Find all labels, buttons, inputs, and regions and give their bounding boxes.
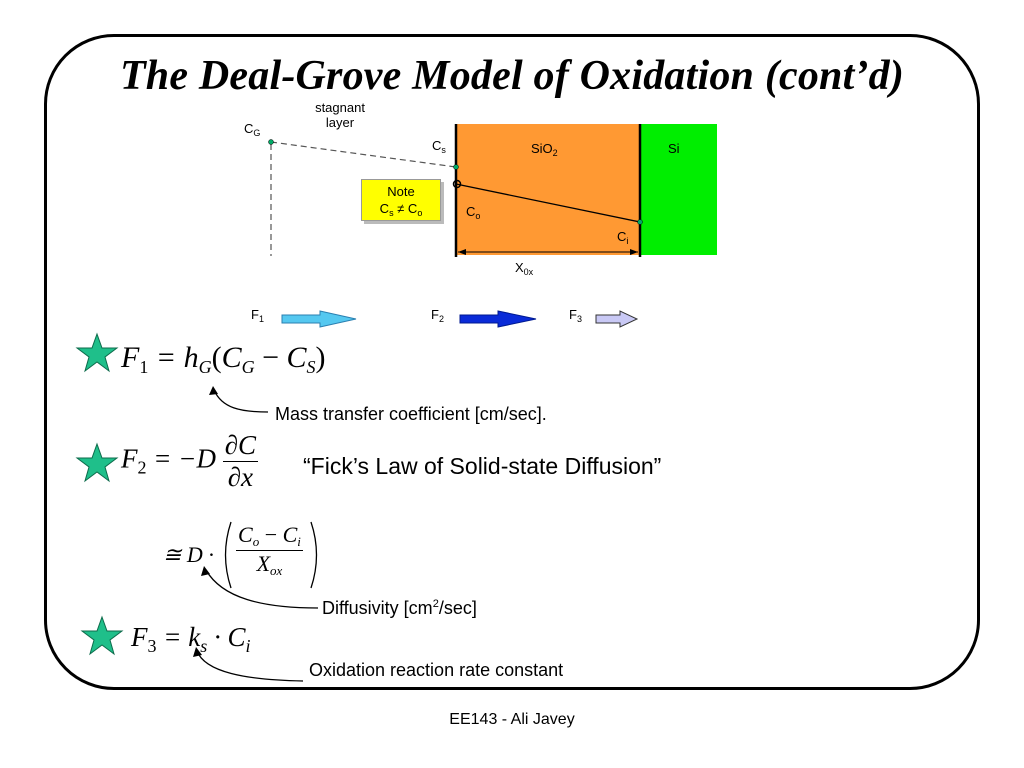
cs-point bbox=[453, 164, 459, 170]
slide-footer: EE143 - Ali Javey bbox=[449, 711, 575, 728]
right-paren bbox=[310, 521, 318, 589]
oxide-profile-line bbox=[455, 183, 641, 223]
equation-f2: F2 = −D ∂C ∂x bbox=[121, 430, 259, 492]
note-box: Note Cs ≠ Co bbox=[361, 179, 441, 221]
pointer-reaction-rate-head bbox=[193, 647, 202, 657]
sio2-label: SiO2 bbox=[531, 141, 558, 158]
stagnant-layer-label: stagnant layer bbox=[315, 100, 365, 130]
f2-fraction: ∂C ∂x bbox=[222, 430, 259, 492]
cg-label: CG bbox=[244, 121, 261, 138]
slide-frame bbox=[44, 34, 980, 690]
xox-arrow-left bbox=[458, 249, 466, 255]
equation-f3: F3 = ks · Ci bbox=[131, 622, 251, 656]
equation-f1: F1 = hG(CG − CS) bbox=[121, 341, 326, 377]
co-point bbox=[452, 179, 462, 189]
co-label: Co bbox=[466, 204, 481, 221]
star-icon-f2 bbox=[75, 442, 119, 483]
f3-label: F3 bbox=[569, 307, 582, 324]
note-text: Cs ≠ Co bbox=[379, 201, 423, 218]
mass-transfer-annotation: Mass transfer coefficient [cm/sec]. bbox=[275, 404, 547, 424]
f2-arrow bbox=[459, 310, 537, 328]
xox-label: X0x bbox=[515, 260, 534, 277]
cs-label: Cs bbox=[432, 138, 446, 155]
pointer-mass-transfer bbox=[213, 389, 269, 413]
sio2-region bbox=[456, 124, 640, 255]
si-region bbox=[640, 124, 717, 255]
slide-title: The Deal-Grove Model of Oxidation (cont’… bbox=[119, 53, 905, 99]
xox-arrow-right bbox=[630, 249, 638, 255]
si-label: Si bbox=[668, 141, 680, 156]
f1-label: F1 bbox=[251, 307, 264, 324]
note-title: Note bbox=[387, 184, 415, 199]
equation-f2-approx-prefix: ≅ D · bbox=[163, 542, 214, 567]
gas-profile-line bbox=[270, 141, 457, 168]
equation-f2-approx-fraction: Co − Ci Xox bbox=[236, 522, 303, 578]
cg-point bbox=[268, 139, 274, 145]
star-icon-f3 bbox=[80, 615, 124, 656]
pointer-diffusivity-head bbox=[201, 566, 210, 576]
reaction-rate-annotation: Oxidation reaction rate constant bbox=[309, 660, 564, 680]
pointer-mass-transfer-head bbox=[209, 386, 218, 395]
ficks-law-annotation: “Fick’s Law of Solid-state Diffusion” bbox=[303, 453, 662, 479]
ci-point bbox=[637, 219, 643, 225]
pointer-diffusivity bbox=[205, 569, 319, 609]
f1-arrow bbox=[281, 310, 357, 328]
ci-label: Ci bbox=[617, 229, 629, 246]
f2-label: F2 bbox=[431, 307, 444, 324]
left-paren bbox=[224, 521, 232, 589]
pointer-reaction-rate bbox=[196, 650, 304, 682]
f3-arrow bbox=[595, 310, 639, 328]
star-icon-f1 bbox=[75, 332, 119, 373]
diffusivity-annotation: Diffusivity [cm2/sec] bbox=[322, 598, 477, 618]
